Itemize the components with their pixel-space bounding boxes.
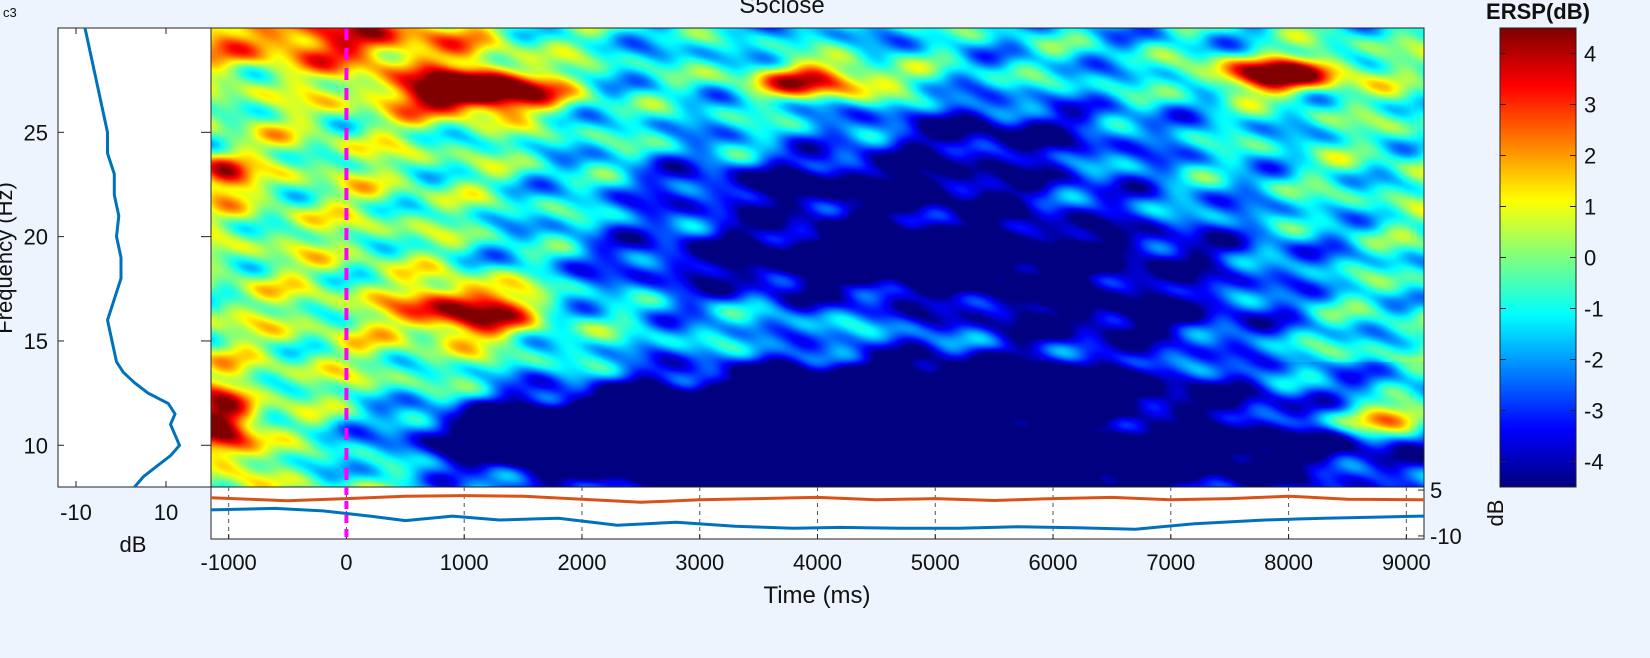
time-tick-label: 4000 xyxy=(793,550,842,575)
time-tick-labels: -1000 0 1000 2000 3000 4000 5000 6000 7000 8000 90… xyxy=(201,550,1431,575)
time-tick-label: -1000 xyxy=(201,550,257,575)
marginal-spectrum-panel: -10 10 dB xyxy=(57,27,212,557)
ersp-heatmap xyxy=(211,28,1424,487)
colorbar-tick-label: 0 xyxy=(1584,246,1596,271)
time-tick-label: 9000 xyxy=(1382,550,1431,575)
frequency-tick-label: 20 xyxy=(24,225,48,250)
colorbar-ticks: -4 -3 -2 -1 0 1 2 3 4 xyxy=(1500,42,1604,475)
envelope-ytick-label: -10 xyxy=(1430,524,1462,549)
marginal-spectrum-line xyxy=(83,27,182,488)
time-tick-label: 7000 xyxy=(1146,550,1195,575)
colorbar-tick-label: 3 xyxy=(1584,93,1596,118)
corner-label: c3 xyxy=(3,5,17,20)
frequency-tick-label: 10 xyxy=(24,433,48,458)
envelope-grid xyxy=(228,487,1407,539)
colorbar-gradient xyxy=(1500,28,1576,487)
envelope-ytick-label: 5 xyxy=(1430,478,1442,503)
frequency-tick-label: 15 xyxy=(24,329,48,354)
time-tick-label: 3000 xyxy=(675,550,724,575)
colorbar-tick-label: -3 xyxy=(1584,399,1604,424)
envelope-y-ticks: 5 -10 xyxy=(1418,478,1462,549)
time-tick-label: 2000 xyxy=(557,550,606,575)
time-axis-label: Time (ms) xyxy=(763,582,870,609)
spectrum-xtick-label: 10 xyxy=(154,500,178,525)
marginal-spectrum-axes xyxy=(57,27,212,488)
envelope-series-line xyxy=(210,506,1425,531)
frequency-axis-label: Frequency (Hz) xyxy=(0,182,17,334)
ersp-heatmap-panel: 10 15 20 25 xyxy=(24,27,1425,488)
colorbar-tick-label: -2 xyxy=(1584,348,1604,373)
time-tick-label: 5000 xyxy=(911,550,960,575)
colorbar: ERSP(dB) -4 -3 -2 -1 0 1 2 3 4 xyxy=(1486,0,1604,488)
frequency-tick-label: 25 xyxy=(24,120,48,145)
colorbar-tick-label: 2 xyxy=(1584,144,1596,169)
marginal-spectrum-ticks: -10 10 xyxy=(60,28,178,525)
envelope-series-line xyxy=(210,494,1425,504)
colorbar-tick-label: 4 xyxy=(1584,42,1596,67)
envelope-series xyxy=(210,494,1425,531)
time-tick-label: 0 xyxy=(340,550,352,575)
marginal-spectrum-xlabel: dB xyxy=(120,532,147,557)
time-tick-label: 8000 xyxy=(1264,550,1313,575)
envelope-ylabel: dB xyxy=(1483,500,1508,527)
envelope-panel: 5 -10 -1000 0 1000 2000 3000 4000 5000 6000 7000 8… xyxy=(201,478,1508,609)
colorbar-tick-label: 1 xyxy=(1584,195,1596,220)
time-tick-label: 6000 xyxy=(1029,550,1078,575)
chart-title: S5close xyxy=(739,0,824,19)
spectrum-xtick-label: -10 xyxy=(60,500,92,525)
colorbar-tick-label: -4 xyxy=(1584,450,1604,475)
heatmap-ticks: 10 15 20 25 xyxy=(24,120,211,458)
colorbar-tick-label: -1 xyxy=(1584,297,1604,322)
colorbar-title: ERSP(dB) xyxy=(1486,0,1590,24)
time-tick-label: 1000 xyxy=(440,550,489,575)
